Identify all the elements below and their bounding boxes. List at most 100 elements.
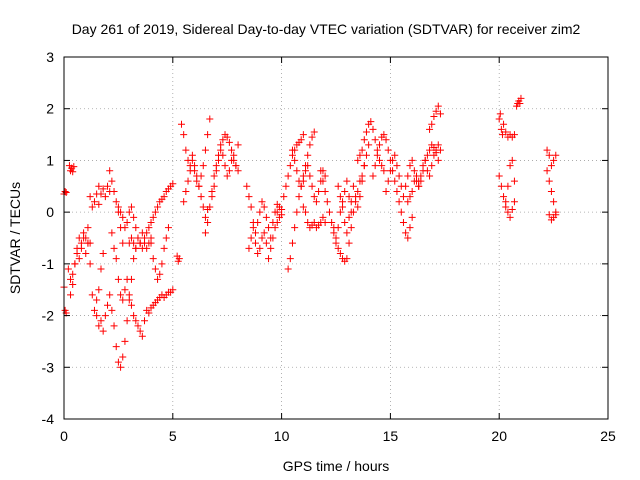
data-point (125, 291, 133, 299)
data-point (286, 255, 294, 263)
data-point (373, 151, 381, 159)
data-point (136, 327, 144, 335)
data-point (306, 141, 314, 149)
data-point (210, 182, 218, 190)
data-point (184, 177, 192, 185)
data-point (434, 102, 442, 110)
data-point (552, 211, 560, 219)
data-point (410, 167, 418, 175)
data-point (310, 128, 318, 136)
data-point (212, 167, 220, 175)
series-sat-a (60, 187, 70, 198)
data-point (258, 198, 266, 206)
data-point (399, 193, 407, 201)
data-point (306, 172, 314, 180)
data-point (321, 187, 329, 195)
data-point (436, 110, 444, 118)
series-sat-t (180, 156, 212, 221)
data-point (273, 218, 281, 226)
data-point (228, 146, 236, 154)
data-point (160, 244, 168, 252)
series-sat-ak (426, 102, 444, 133)
data-point (336, 193, 344, 201)
y-tick-label: -4 (42, 411, 55, 427)
data-point (386, 167, 394, 175)
data-point (130, 239, 138, 247)
series-sat-an (502, 198, 518, 221)
data-point (204, 131, 212, 139)
data-point (356, 151, 364, 159)
data-point (112, 255, 120, 263)
data-point (280, 193, 288, 201)
series-sat-aq (543, 167, 560, 216)
data-point (260, 229, 268, 237)
data-point (186, 167, 194, 175)
series-sat-x (245, 218, 281, 263)
data-point (395, 198, 403, 206)
data-point (332, 234, 340, 242)
data-point (297, 182, 305, 190)
x-tick-label: 5 (169, 428, 177, 444)
data-point (402, 229, 410, 237)
data-point (258, 234, 266, 242)
data-point (384, 177, 392, 185)
data-point (516, 100, 524, 108)
data-point (423, 151, 431, 159)
data-point (399, 218, 407, 226)
data-point (408, 187, 416, 195)
data-point (228, 156, 236, 164)
data-point (349, 182, 357, 190)
data-point (61, 187, 69, 195)
x-tick-label: 15 (383, 428, 399, 444)
data-point (508, 206, 516, 214)
data-point (154, 275, 162, 283)
data-point (382, 187, 390, 195)
data-point (369, 172, 377, 180)
data-point (345, 213, 353, 221)
y-tick-label: -1 (42, 256, 55, 272)
data-point (245, 244, 253, 252)
data-point (354, 156, 362, 164)
data-point (428, 120, 436, 128)
data-point (267, 244, 275, 252)
series-sat-g (86, 190, 103, 211)
series-sat-ar (545, 211, 560, 224)
data-point (288, 239, 296, 247)
data-point (284, 265, 292, 273)
data-point (376, 141, 384, 149)
data-point (180, 131, 188, 139)
data-point (265, 255, 273, 263)
data-point (141, 317, 149, 325)
data-point (434, 141, 442, 149)
data-point (380, 131, 388, 139)
series-sat-h (93, 301, 112, 335)
data-point (426, 172, 434, 180)
data-point (434, 156, 442, 164)
data-point (510, 131, 518, 139)
data-point (360, 136, 368, 144)
data-point (404, 234, 412, 242)
data-point (543, 146, 551, 154)
data-point (358, 146, 366, 154)
data-point (145, 224, 153, 232)
data-point (262, 239, 270, 247)
data-point (108, 229, 116, 237)
data-point (147, 239, 155, 247)
data-point (397, 208, 405, 216)
data-point (234, 141, 242, 149)
data-point (547, 162, 555, 170)
data-point (291, 224, 299, 232)
data-point (123, 275, 131, 283)
data-point (408, 156, 416, 164)
data-point (504, 182, 512, 190)
data-point (130, 255, 138, 263)
data-point (141, 239, 149, 247)
data-point (378, 162, 386, 170)
data-point (547, 187, 555, 195)
data-point (367, 118, 375, 126)
data-point (406, 162, 414, 170)
data-point (341, 187, 349, 195)
data-point (508, 156, 516, 164)
data-point (269, 234, 277, 242)
data-point (199, 162, 207, 170)
